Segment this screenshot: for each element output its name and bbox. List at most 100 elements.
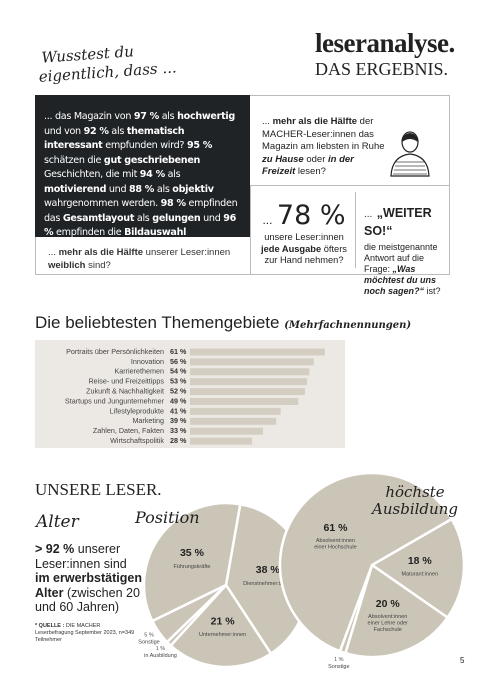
- text-run: schätzen die: [44, 154, 104, 166]
- themes-heading: Die beliebtesten Themengebiete (Mehrfach…: [35, 313, 411, 333]
- bold-run: objektiv: [172, 183, 214, 195]
- dark-box: [35, 95, 250, 237]
- bar: [190, 437, 252, 445]
- text-run: als: [154, 183, 173, 195]
- age-text: > 92 % unserer Leser:innen sind im erwer…: [35, 542, 143, 615]
- divider: [250, 185, 450, 186]
- pie-slice: [369, 517, 466, 620]
- text-run: ...: [48, 247, 59, 258]
- slice-value-label: 18 %: [408, 555, 433, 567]
- text-run: empfinden das: [44, 198, 238, 224]
- bar-value-label: 54 %: [170, 367, 187, 376]
- bold-run: 97 %: [133, 111, 159, 122]
- text-run: sind?: [85, 260, 111, 271]
- themes-title: Die beliebtesten Themengebiete: [35, 313, 280, 332]
- text-run: als: [164, 169, 181, 180]
- readers-title: UNSERE LESER.: [35, 480, 162, 499]
- bar: [190, 358, 314, 366]
- slice-name: Maturant:innen: [401, 571, 438, 577]
- divider: [250, 185, 251, 275]
- bar-label: Lifestyleprodukte: [110, 406, 164, 415]
- bold-run: 94 %: [139, 169, 165, 180]
- bar-value-label: 56 %: [170, 357, 187, 366]
- bar: [190, 378, 308, 386]
- bold-run: jede Ausgabe: [261, 243, 322, 254]
- bar-value-label: 53 %: [170, 377, 187, 386]
- bar-label: Marketing: [132, 416, 164, 425]
- text-run: empfunden wird?: [102, 140, 187, 151]
- weiter-block: ... „WEITER SO!“ die meistgenannte Antwo…: [364, 204, 446, 297]
- pie-slice: [343, 562, 450, 659]
- reader-icon: [390, 131, 430, 177]
- bar: [190, 427, 263, 435]
- title-line: Ausbildung: [372, 500, 458, 518]
- slice-name: Absolvent:innen einer Lehre oder Fachschul…: [368, 615, 409, 634]
- prefix: ...: [364, 209, 373, 220]
- bold-run: 98 %: [160, 198, 186, 209]
- text-run: lesen?: [295, 166, 326, 177]
- text-run: als: [134, 212, 153, 224]
- bar-label: Zukunft & Nachhaltigkeit: [86, 387, 164, 396]
- headline: „WEITER SO!“: [364, 206, 432, 238]
- slice-value-label: 5 %: [144, 632, 154, 638]
- bold-run: weiblich: [48, 260, 86, 271]
- source-text: * QUELLE : DIE MACHER Leserbefragung Sep…: [35, 623, 135, 644]
- text-run: (zwischen 20 und 60 Jahren): [35, 585, 140, 615]
- bold-run: Bildauswahl ansprechend: [44, 227, 187, 253]
- bar-label: Karrierethemen: [114, 367, 164, 376]
- page-title: leseranalyse.: [315, 28, 455, 58]
- text-run: oder: [303, 153, 329, 165]
- page-number: 5: [460, 656, 465, 665]
- bold-run: in der Freizeit: [262, 153, 354, 178]
- slice-name: Sonstige: [138, 639, 159, 645]
- text-run: und von: [44, 125, 84, 137]
- age-heading: Alter: [36, 512, 79, 532]
- slice-value-label: 21 %: [211, 615, 236, 627]
- home-text: ... mehr als die Hälfte der MACHER-Leser…: [262, 116, 386, 179]
- bar-label: Reise- und Freizeittipps: [88, 377, 164, 386]
- bold-run: 95 %: [186, 140, 213, 151]
- text-run: unserer Leser:innen: [143, 247, 231, 258]
- slice-value-label: 35 %: [180, 547, 205, 559]
- bold-run: mehr als die Hälfte: [272, 116, 358, 127]
- text-run: unsere Leser:innen: [264, 232, 344, 242]
- bar-label: Wirtschaftspolitik: [110, 436, 164, 445]
- bar: [190, 398, 299, 405]
- slice-value-label: 1 %: [334, 657, 344, 663]
- bar: [190, 388, 305, 396]
- bold-run: * QUELLE :: [35, 623, 65, 629]
- themes-note: (Mehrfachnennungen): [284, 320, 412, 331]
- bar-value-label: 41 %: [170, 406, 187, 415]
- text-run: .: [110, 241, 114, 253]
- text-run: ...: [262, 116, 273, 127]
- bar: [190, 417, 277, 425]
- slice-name: in Ausbildung: [144, 653, 177, 659]
- bar-label: Startups und Jungunternehmer: [65, 396, 165, 405]
- bold-run: mehr als die Hälfte: [58, 247, 144, 258]
- bold-run: „Was möchtest du uns noch sagen?“: [364, 264, 437, 296]
- intro-text: ... das Magazin von 97 % als hochwertig …: [44, 110, 244, 255]
- bold-run: gut geschriebenen: [103, 154, 201, 166]
- text-run: als: [158, 111, 178, 122]
- bold-run: Gesamtlayout: [62, 212, 135, 224]
- bold-run: 96 %: [44, 212, 237, 239]
- slice-value-label: 1 %: [156, 646, 166, 652]
- bar-value-label: 52 %: [170, 387, 187, 396]
- slice-name: Unternehmer:innen: [199, 632, 246, 638]
- pie-slice: [168, 582, 273, 669]
- often-block: ... 78 % unsere Leser:innen jede Ausgabe…: [258, 200, 350, 267]
- text-run: öfters zur Hand nehmen?: [264, 243, 347, 266]
- bar-label: Innovation: [131, 357, 164, 366]
- pie-slice: [278, 471, 454, 653]
- slice-value-label: 20 %: [376, 598, 401, 610]
- text-run: ... das Magazin von: [44, 111, 134, 122]
- slice-value-label: 38 %: [256, 564, 281, 576]
- bold-run: hochwertig: [177, 111, 235, 122]
- bar-value-label: 61 %: [170, 347, 187, 356]
- text-run: der MACHER-Leser:innen das Magazin am li…: [262, 116, 385, 152]
- bold-run: gelungen: [152, 212, 201, 224]
- text-run: DIE MACHER Leserbefragung September 2023…: [35, 623, 135, 643]
- female-text: ... mehr als die Hälfte unserer Leser:in…: [48, 246, 238, 272]
